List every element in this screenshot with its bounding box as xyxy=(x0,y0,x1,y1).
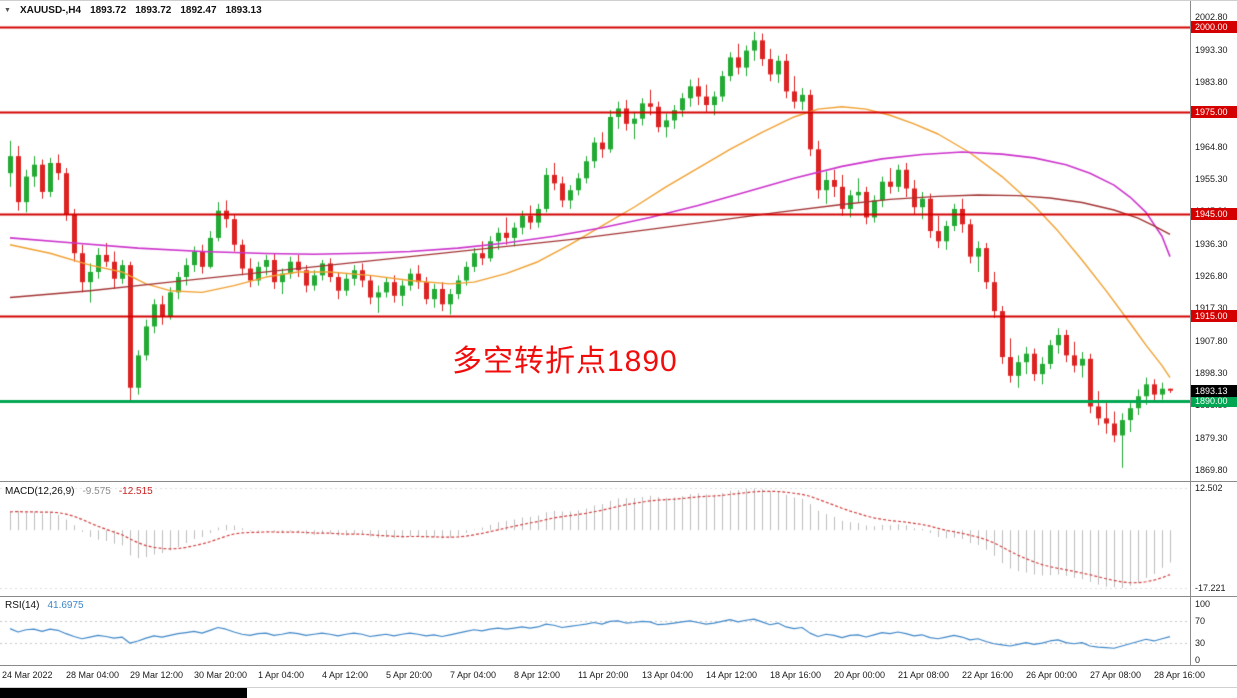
time-axis-separator xyxy=(0,665,1237,666)
macd-indicator-label: MACD(12,26,9) -9.575 -12.515 xyxy=(5,486,153,497)
rsi-axis-label: 100 xyxy=(1195,599,1211,609)
chart-annotation-text[interactable]: 多空转折点1890 xyxy=(452,345,678,378)
price-axis-tick-label: 1993.30 xyxy=(1195,44,1228,55)
time-axis-label: 5 Apr 20:00 xyxy=(386,670,433,680)
panel-separator-rsi[interactable] xyxy=(0,596,1237,597)
time-axis-label: 20 Apr 00:00 xyxy=(834,670,886,680)
price-axis-tick-label: 1936.30 xyxy=(1195,238,1228,249)
rsi-axis-label: 0 xyxy=(1195,655,1201,665)
macd-axis-label: -17.221 xyxy=(1195,583,1226,594)
rsi-axis-label: 70 xyxy=(1195,615,1206,626)
price-axis-tick-label: 1898.30 xyxy=(1195,368,1228,379)
time-axis-label: 1 Apr 04:00 xyxy=(258,670,305,680)
time-axis: 24 Mar 2022 28 Mar 04:00 29 Mar 12:00 30 Ma… xyxy=(0,666,1237,687)
price-axis-tick-label: 1869.80 xyxy=(1195,465,1228,476)
time-axis-label: 29 Mar 12:00 xyxy=(130,670,184,680)
rsi-indicator-name: RSI(14) xyxy=(5,600,40,611)
price-axis: 2002.801993.301983.801974.301964.801955.… xyxy=(1190,0,1237,666)
macd-main-value: -9.575 xyxy=(82,486,111,497)
price-level-label: 2000.00 xyxy=(1191,20,1237,33)
time-axis-label: 28 Apr 16:00 xyxy=(1154,670,1206,680)
time-axis-label: 26 Apr 00:00 xyxy=(1026,670,1078,680)
time-axis-label: 28 Mar 04:00 xyxy=(66,670,120,680)
macd-signal-value: -12.515 xyxy=(118,486,153,497)
time-axis-label: 13 Apr 04:00 xyxy=(642,670,694,680)
window-top-border xyxy=(0,0,1237,1)
time-axis-label: 7 Apr 04:00 xyxy=(450,670,497,680)
macd-indicator-name: MACD(12,26,9) xyxy=(5,486,75,497)
price-axis-tick-label: 1955.30 xyxy=(1195,173,1228,184)
rsi-value: 41.6975 xyxy=(47,600,84,611)
panel-separator-macd[interactable] xyxy=(0,481,1237,482)
rsi-indicator-label: RSI(14) 41.6975 xyxy=(5,600,84,611)
time-axis-label: 18 Apr 16:00 xyxy=(770,670,822,680)
ohlc-close-value: 1893.13 xyxy=(225,5,262,16)
time-axis-label: 8 Apr 12:00 xyxy=(514,670,561,680)
time-axis-label: 21 Apr 08:00 xyxy=(898,670,950,680)
time-axis-label: 14 Apr 12:00 xyxy=(706,670,758,680)
macd-axis-label: 12.502 xyxy=(1195,483,1223,494)
price-axis-tick-label: 1879.30 xyxy=(1195,432,1228,443)
price-axis-tick-label: 1964.80 xyxy=(1195,141,1228,152)
price-level-label: 1915.00 xyxy=(1191,310,1237,323)
chart-ohlc-header: ▼ XAUUSD-,H4 1893.72 1893.72 1892.47 189… xyxy=(4,5,262,16)
price-axis-tick-label: 1907.80 xyxy=(1195,335,1228,346)
ohlc-low-value: 1892.47 xyxy=(180,5,217,16)
price-axis-tick-label: 1926.80 xyxy=(1195,271,1228,282)
price-level-label: 1945.00 xyxy=(1191,208,1237,221)
ohlc-open-value: 1893.72 xyxy=(90,5,127,16)
ohlc-high-value: 1893.72 xyxy=(135,5,172,16)
time-axis-label: 24 Mar 2022 xyxy=(2,670,53,680)
window-bottom-border xyxy=(0,687,1237,688)
symbol-period-label: XAUUSD-,H4 xyxy=(19,5,82,16)
bottom-taskbar-fragment[interactable] xyxy=(0,688,247,698)
price-axis-tick-label: 1983.80 xyxy=(1195,76,1228,87)
symbol-dropdown-icon[interactable]: ▼ xyxy=(4,7,11,14)
time-axis-label: 11 Apr 20:00 xyxy=(578,670,629,680)
time-axis-label: 4 Apr 12:00 xyxy=(322,670,369,680)
rsi-axis-label: 30 xyxy=(1195,638,1206,649)
time-axis-label: 27 Apr 08:00 xyxy=(1090,670,1142,680)
current-price-label: 1893.13 xyxy=(1191,384,1237,397)
price-level-label: 1975.00 xyxy=(1191,105,1237,118)
price-axis-tick-label: 1917.30 xyxy=(1195,303,1228,314)
price-level-label: 1890.00 xyxy=(1191,395,1237,408)
time-axis-label: 22 Apr 16:00 xyxy=(962,670,1014,680)
time-axis-label: 30 Mar 20:00 xyxy=(194,670,248,680)
price-axis-tick-label: 2002.80 xyxy=(1195,12,1228,23)
